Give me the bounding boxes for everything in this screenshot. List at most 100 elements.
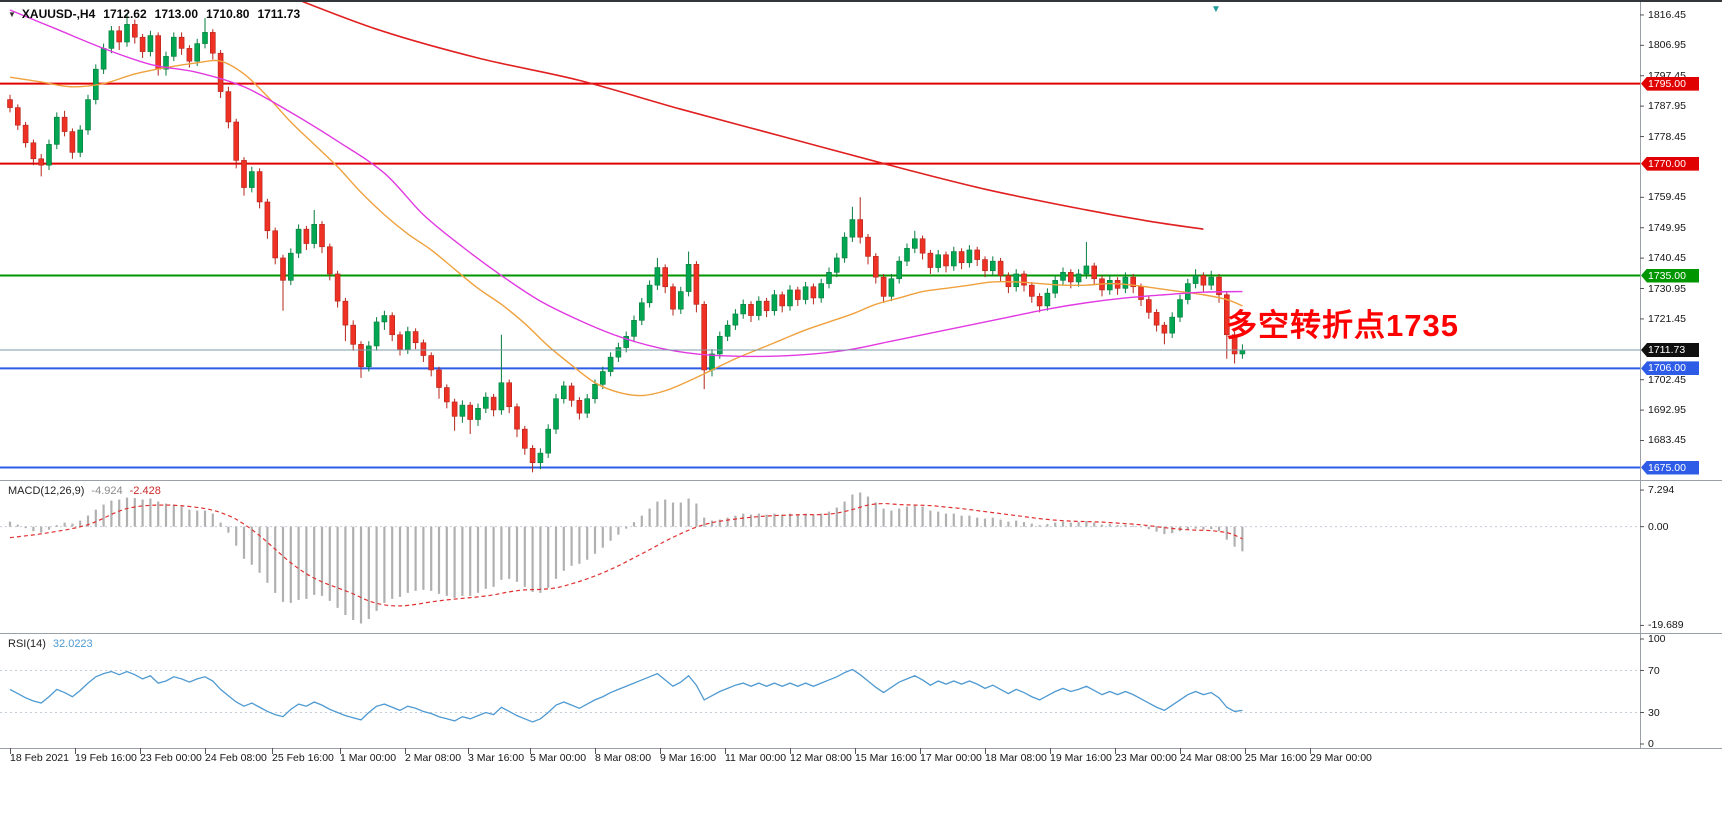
macd-value-main: -4.924 [91,485,123,497]
price-tick-label: 1787.95 [1648,100,1686,113]
time-axis-label[interactable]: 3 Mar 16:00 [468,752,525,764]
candle-body [22,124,29,144]
candle-body [1044,292,1051,307]
time-axis-label[interactable]: 9 Mar 16:00 [660,752,717,764]
candle-body [178,36,185,49]
candle-body [412,331,419,344]
time-axis-label[interactable]: 25 Feb 16:00 [272,752,334,764]
chart-shift-marker[interactable]: ▼ [1211,4,1221,15]
ohlc-low: 1710.80 [206,7,250,21]
candle-body [295,228,302,254]
candle-body [186,48,193,62]
chart-text-annotation[interactable]: 多空转折点1735 [1226,308,1459,343]
time-axis-label[interactable]: 2 Mar 08:00 [405,752,462,764]
time-axis-label[interactable]: 29 Mar 00:00 [1310,752,1372,764]
candle-body [919,238,926,254]
candle-body [1075,273,1082,283]
candle-body [584,398,591,414]
time-axis-label[interactable]: 25 Mar 16:00 [1245,752,1307,764]
time-axis-label[interactable]: 18 Feb 2021 [10,752,69,764]
time-axis-label[interactable]: 17 Mar 00:00 [920,752,982,764]
candle-body [155,35,161,70]
time-axis-label[interactable]: 1 Mar 00:00 [340,752,397,764]
price-level-tag: 1675.00 [1641,460,1699,475]
candle-body [210,32,216,54]
candle-body [592,384,598,400]
candle-body [1107,280,1113,291]
candle-body [397,334,403,350]
candle-body [779,294,786,307]
time-axis-label[interactable]: 24 Mar 08:00 [1180,752,1242,764]
macd-axis-label: -19.689 [1648,619,1684,632]
candle-body [560,385,567,400]
macd-axis-label: 7.294 [1648,484,1675,497]
price-tick-label: 1759.45 [1648,191,1686,204]
candle-body [100,48,107,70]
candle-body [249,171,255,188]
candle-body [537,452,544,464]
candle-body [334,273,341,302]
candle-body [1036,296,1043,307]
time-axis-label[interactable]: 18 Mar 08:00 [985,752,1047,764]
time-axis-label[interactable]: 15 Mar 16:00 [855,752,917,764]
candle-body [365,345,372,368]
time-axis-label[interactable]: 23 Feb 00:00 [140,752,202,764]
candle-body [755,300,762,316]
candle-body [1083,265,1090,275]
candle-body [303,228,310,244]
candle-body [950,251,957,267]
candle-body [319,224,325,248]
candle-body [1052,280,1058,294]
candle-body [1138,286,1144,300]
candle-body [163,56,169,70]
symbol-dropdown-icon[interactable]: ▼ [8,9,16,19]
candle-body [311,224,318,244]
macd-axis-label: 0.00 [1648,520,1669,533]
time-axis-label[interactable]: 19 Mar 16:00 [1050,752,1112,764]
candle-body [989,260,996,272]
candle-body [225,91,232,123]
candle-body [943,254,949,267]
candle-body [865,236,871,257]
candle-body [420,342,427,356]
candle-body [670,286,676,310]
candle-body [724,324,731,337]
candle-body [794,289,801,300]
rsi-axis-label: 30 [1648,706,1660,719]
candle-body [132,24,138,38]
time-axis-label[interactable]: 11 Mar 00:00 [725,752,787,764]
candle-body [849,219,856,238]
time-axis-label[interactable]: 24 Feb 08:00 [205,752,267,764]
candle-body [202,32,208,44]
candle-body [740,304,747,315]
candle-body [826,272,832,284]
candle-body [194,43,200,62]
candle-body [927,252,934,268]
candle-body [553,398,559,430]
time-axis-label[interactable]: 8 Mar 08:00 [595,752,652,764]
candle-body [15,107,21,126]
candle-body [7,99,13,108]
candle-body [1153,312,1160,326]
candle-body [451,401,458,417]
price-tick-label: 1778.45 [1648,130,1686,143]
candle-body [607,356,614,372]
time-axis-label[interactable]: 12 Mar 08:00 [790,752,852,764]
candle-body [1122,276,1129,289]
candle-body [576,400,583,414]
candle-body [802,286,809,300]
price-tick-label: 1692.95 [1648,404,1686,417]
time-axis-label[interactable]: 19 Feb 16:00 [75,752,137,764]
price-tick-label: 1806.95 [1648,39,1686,52]
candle-body [1146,299,1152,313]
candle-body [880,276,887,297]
candle-body [545,428,552,454]
candle-body [85,99,91,131]
candle-body [381,315,388,323]
ohlc-close: 1711.73 [257,7,301,21]
candle-body [638,302,645,321]
candle-body [233,121,239,161]
time-axis-label[interactable]: 23 Mar 00:00 [1115,752,1177,764]
time-axis-label[interactable]: 5 Mar 00:00 [530,752,587,764]
